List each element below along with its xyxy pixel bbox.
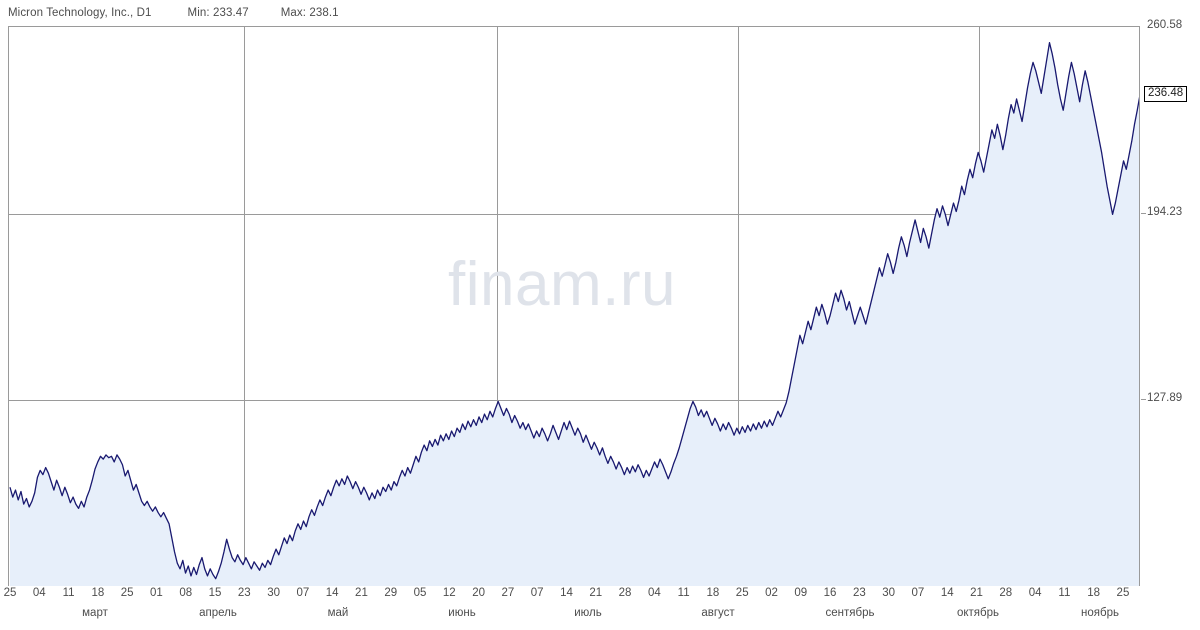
price-axis-label: 127.89 xyxy=(1147,392,1183,405)
date-axis-day: 25 xyxy=(3,587,17,599)
date-axis-day: 27 xyxy=(501,587,515,599)
instrument-title: Micron Technology, Inc., D1 xyxy=(8,7,152,19)
date-axis-month: июль xyxy=(574,607,602,619)
price-area-chart xyxy=(9,27,1139,586)
date-axis-day: 25 xyxy=(120,587,134,599)
price-line xyxy=(9,42,1139,580)
date-axis-month: июнь xyxy=(448,607,476,619)
date-axis-day: 04 xyxy=(1028,587,1042,599)
date-axis-day: 14 xyxy=(325,587,339,599)
date-axis-month: май xyxy=(327,607,349,619)
date-axis-day: 30 xyxy=(882,587,896,599)
max-value-label: Max: 238.1 xyxy=(280,7,339,19)
date-axis-month: ноябрь xyxy=(1081,607,1119,619)
date-axis-day: 29 xyxy=(384,587,398,599)
date-axis-month: март xyxy=(82,607,108,619)
date-axis-day: 07 xyxy=(296,587,310,599)
date-axis-day: 28 xyxy=(618,587,632,599)
price-axis: 260.58 194.23 127.89 236.48 xyxy=(1141,0,1200,630)
date-axis-day: 12 xyxy=(442,587,456,599)
date-axis: 25 04 11 18 25 01 08 15 23 30 07 14 21 29 05 12 20 27 07 14… xyxy=(0,586,1200,630)
date-axis-day: 23 xyxy=(852,587,866,599)
date-axis-day: 30 xyxy=(267,587,280,599)
date-axis-month: август xyxy=(701,607,735,619)
date-axis-day: 21 xyxy=(355,587,368,599)
date-axis-day: 14 xyxy=(940,587,954,599)
date-axis-day: 28 xyxy=(999,587,1013,599)
price-axis-tick xyxy=(1141,399,1146,400)
plot-area[interactable]: finam.ru xyxy=(8,26,1140,586)
date-axis-day: 21 xyxy=(589,587,603,599)
date-axis-day: 09 xyxy=(794,587,808,599)
min-value-label: Min: 233.47 xyxy=(187,7,249,19)
price-axis-label: 194.23 xyxy=(1147,205,1183,218)
date-axis-day: 08 xyxy=(179,587,193,599)
chart-header: Micron Technology, Inc., D1 Min: 233.47 … xyxy=(0,0,1200,26)
date-axis-month: апрель xyxy=(199,607,237,619)
date-axis-day: 04 xyxy=(647,587,661,599)
date-axis-day: 02 xyxy=(765,587,778,599)
date-axis-day: 11 xyxy=(677,587,690,599)
last-price-badge: 236.48 xyxy=(1144,85,1188,102)
date-axis-month: октябрь xyxy=(956,607,1000,619)
date-axis-day: 18 xyxy=(706,587,720,599)
date-axis-day: 25 xyxy=(1116,587,1130,599)
date-axis-day: 11 xyxy=(62,587,75,599)
date-axis-day: 05 xyxy=(413,587,427,599)
date-axis-day: 18 xyxy=(91,587,105,599)
date-axis-month: сентябрь xyxy=(825,607,875,619)
date-axis-day: 14 xyxy=(560,587,573,599)
price-area-fill xyxy=(10,42,1139,586)
date-axis-day: 15 xyxy=(208,587,222,599)
date-axis-day: 11 xyxy=(1058,587,1071,599)
date-axis-day: 23 xyxy=(237,587,251,599)
date-axis-day: 20 xyxy=(472,587,486,599)
price-axis-label: 260.58 xyxy=(1147,19,1183,31)
date-axis-day: 21 xyxy=(970,587,983,599)
date-axis-day: 25 xyxy=(735,587,749,599)
date-axis-day: 16 xyxy=(823,587,837,599)
date-axis-day: 04 xyxy=(32,587,46,599)
date-axis-day: 07 xyxy=(530,587,544,599)
date-axis-day: 01 xyxy=(150,587,163,599)
date-axis-day: 07 xyxy=(911,587,925,599)
date-axis-day: 18 xyxy=(1087,587,1101,599)
price-axis-tick xyxy=(1141,213,1146,214)
